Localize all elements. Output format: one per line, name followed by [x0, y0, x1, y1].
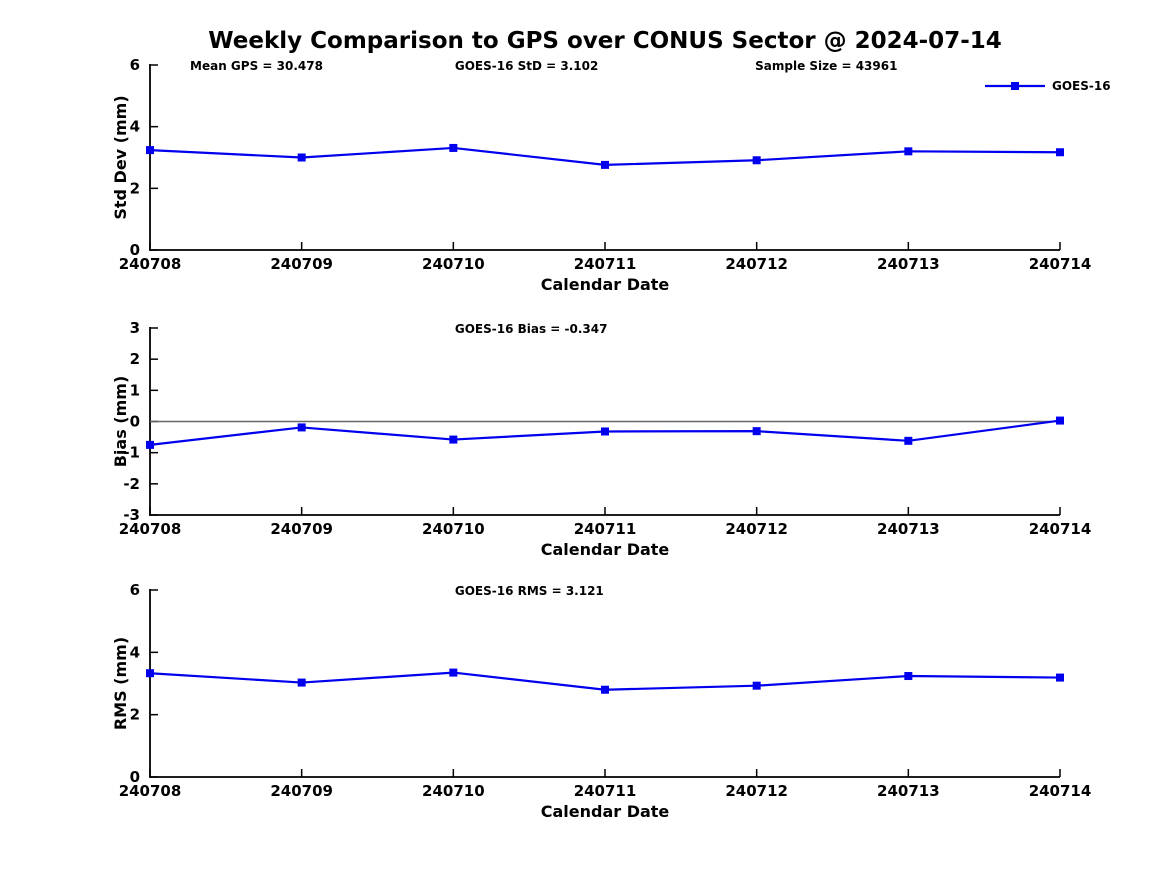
- data-point-marker: [449, 435, 458, 444]
- x-tick-label: 240710: [422, 520, 485, 538]
- x-tick-label: 240709: [270, 520, 333, 538]
- data-point-marker: [601, 685, 609, 694]
- data-point-marker: [904, 147, 913, 156]
- y-axis-label: Std Dev (mm): [111, 95, 130, 219]
- y-tick-label: -2: [123, 475, 140, 493]
- data-point-marker: [449, 143, 458, 152]
- y-tick-label: 1: [130, 381, 140, 399]
- x-tick-label: 240710: [422, 782, 485, 800]
- y-tick-label: 3: [130, 319, 140, 337]
- x-tick-label: 240713: [877, 255, 940, 273]
- y-tick-label: 2: [130, 706, 140, 724]
- annotation: Sample Size = 43961: [755, 59, 897, 73]
- x-tick-label: 240709: [270, 255, 333, 273]
- y-tick-label: 2: [130, 179, 140, 197]
- x-tick-label: 240708: [119, 782, 182, 800]
- x-tick-label: 240714: [1029, 255, 1092, 273]
- data-point-marker: [752, 681, 761, 690]
- data-point-marker: [449, 668, 458, 677]
- y-tick-label: -3: [123, 506, 140, 524]
- x-tick-label: 240710: [422, 255, 485, 273]
- data-point-marker: [752, 427, 761, 436]
- x-tick-label: 240712: [725, 520, 788, 538]
- data-point-marker: [904, 436, 913, 445]
- annotation: GOES-16 StD = 3.102: [455, 59, 598, 73]
- x-tick-label: 240711: [574, 520, 637, 538]
- x-axis-label: Calendar Date: [541, 275, 670, 294]
- y-tick-label: 4: [130, 118, 140, 136]
- annotation: GOES-16 RMS = 3.121: [455, 584, 604, 598]
- data-point-marker: [146, 669, 154, 678]
- x-tick-label: 240708: [119, 255, 182, 273]
- data-point-marker: [904, 672, 913, 681]
- x-tick-label: 240713: [877, 520, 940, 538]
- x-axis-label: Calendar Date: [541, 540, 670, 559]
- x-tick-label: 240714: [1029, 520, 1092, 538]
- y-tick-label: 0: [130, 413, 140, 431]
- legend-line-sample: [985, 82, 1045, 90]
- legend: GOES-16: [984, 78, 1111, 94]
- subplot-rms: 0 2 4 6 240708 240709 240710 240711 240712 240713…: [111, 581, 1091, 821]
- data-point-marker: [752, 156, 761, 165]
- data-point-marker: [297, 678, 306, 687]
- data-point-marker: [1056, 148, 1064, 157]
- x-tick-label: 240714: [1029, 782, 1092, 800]
- y-tick-label: 6: [130, 56, 140, 74]
- subplot-bias: -3 -2 -1 0 1 2 3 240708 240709 240710 240711 240712…: [111, 319, 1091, 559]
- x-tick-label: 240708: [119, 520, 182, 538]
- data-point-marker: [1056, 673, 1064, 682]
- y-tick-label: 6: [130, 581, 140, 599]
- x-axis-label: Calendar Date: [541, 802, 670, 821]
- square-icon: [1011, 82, 1019, 90]
- x-tick-label: 240713: [877, 782, 940, 800]
- x-tick-label: 240711: [574, 782, 637, 800]
- annotation: GOES-16 Bias = -0.347: [455, 322, 608, 336]
- y-tick-label: 0: [130, 768, 140, 786]
- y-tick-label: -1: [123, 444, 140, 462]
- annotation: Mean GPS = 30.478: [190, 59, 323, 73]
- chart-title: Weekly Comparison to GPS over CONUS Sect…: [208, 28, 1002, 54]
- data-point-marker: [146, 440, 154, 449]
- legend-label: GOES-16: [1052, 79, 1111, 93]
- x-tick-label: 240712: [725, 255, 788, 273]
- data-point-marker: [146, 146, 154, 155]
- data-point-marker: [601, 160, 609, 169]
- x-tick-label: 240709: [270, 782, 333, 800]
- y-tick-label: 2: [130, 350, 140, 368]
- data-point-marker: [601, 427, 609, 436]
- y-axis-label: Bias (mm): [111, 376, 130, 468]
- data-point-marker: [1056, 416, 1064, 425]
- y-axis-label: RMS (mm): [111, 637, 130, 730]
- y-tick-label: 4: [130, 643, 140, 661]
- data-point-marker: [297, 423, 306, 432]
- x-tick-label: 240711: [574, 255, 637, 273]
- subplot-std: 0 2 4 6 240708 240709 240710 240711 240712 240713…: [111, 56, 1091, 294]
- data-point-marker: [297, 153, 306, 162]
- x-tick-label: 240712: [725, 782, 788, 800]
- y-tick-label: 0: [130, 241, 140, 259]
